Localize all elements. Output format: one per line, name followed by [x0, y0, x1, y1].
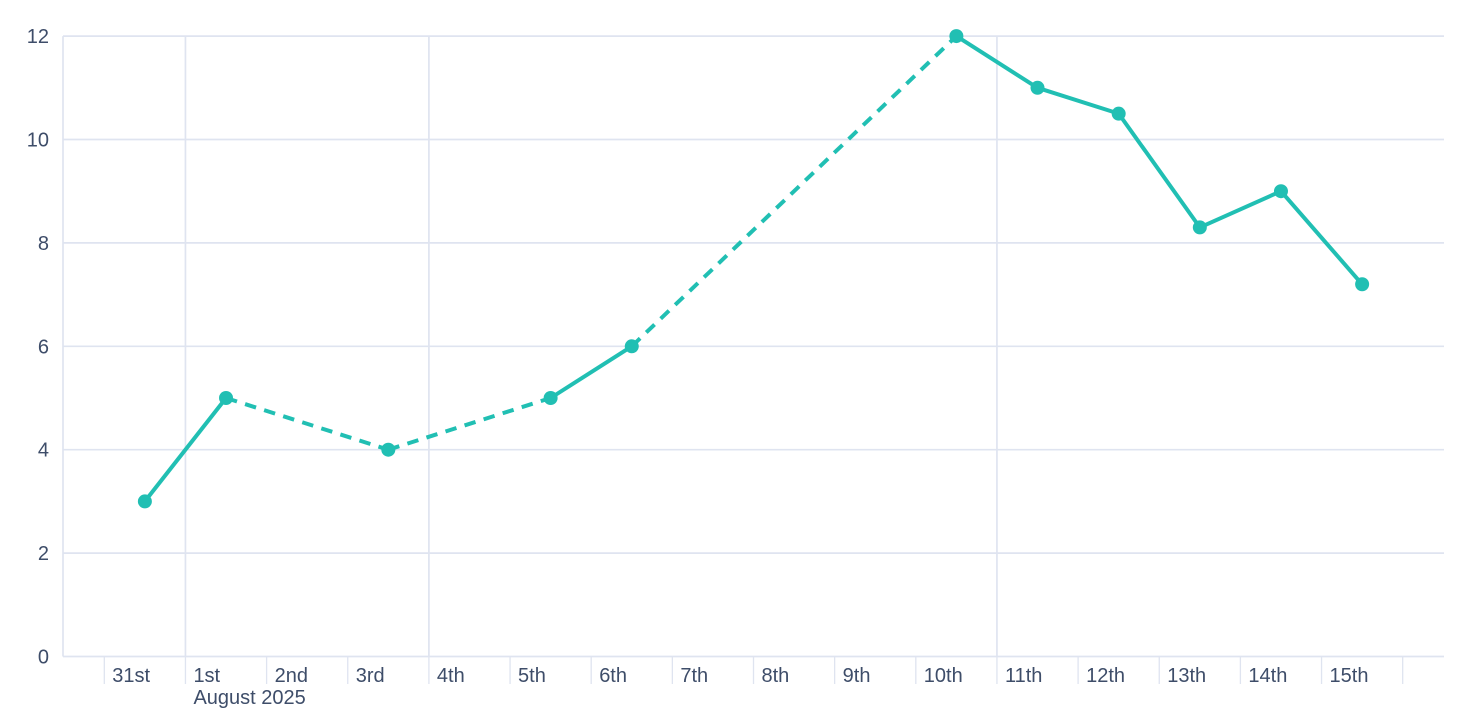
x-axis-label: 7th — [680, 665, 708, 687]
month-label: August 2025 — [193, 687, 305, 709]
x-axis-label: 10th — [924, 665, 963, 687]
line-segment-dashed — [387, 396, 552, 452]
x-axis-label: 2nd — [275, 665, 308, 687]
line-segment-dashed — [630, 34, 958, 348]
x-axis-label: 3rd — [356, 665, 385, 687]
x-axis-label: 12th — [1086, 665, 1125, 687]
x-axis-label: 4th — [437, 665, 465, 687]
line-segment-solid — [1116, 111, 1202, 230]
line-segment-dashed — [225, 396, 389, 452]
y-axis-label: 6 — [38, 336, 49, 358]
data-point-marker[interactable] — [1111, 106, 1126, 121]
x-axis-label: 8th — [762, 665, 790, 687]
data-point-marker[interactable] — [949, 29, 964, 44]
line-segment-solid — [142, 396, 229, 504]
x-axis-label: 13th — [1167, 665, 1206, 687]
data-point-marker[interactable] — [1030, 80, 1045, 95]
x-axis-label: 31st — [112, 665, 150, 687]
data-point-marker[interactable] — [1192, 220, 1207, 235]
y-axis-label: 8 — [38, 233, 49, 255]
x-axis-label: 6th — [599, 665, 627, 687]
y-axis-label: 10 — [27, 130, 49, 152]
x-axis-label: 5th — [518, 665, 546, 687]
x-axis-label: 9th — [843, 665, 871, 687]
data-point-marker[interactable] — [381, 442, 396, 457]
line-segment-solid — [954, 34, 1040, 90]
x-axis-label: 14th — [1248, 665, 1287, 687]
line-segment-solid — [1197, 189, 1283, 230]
x-axis-label: 11th — [1005, 665, 1042, 687]
line-segment-solid — [1278, 189, 1365, 287]
x-axis-label: 1st — [193, 665, 220, 687]
data-point-marker[interactable] — [624, 339, 639, 354]
data-point-marker[interactable] — [543, 391, 558, 405]
y-axis-label: 0 — [38, 647, 49, 669]
data-point-marker[interactable] — [1355, 277, 1370, 292]
data-point-marker[interactable] — [219, 391, 234, 405]
line-segment-solid — [548, 344, 634, 400]
data-point-marker[interactable] — [137, 494, 152, 509]
y-axis-label: 2 — [38, 543, 49, 565]
x-axis-label: 15th — [1330, 665, 1369, 687]
data-point-marker[interactable] — [1273, 184, 1288, 199]
line-segment-solid — [1035, 85, 1121, 116]
y-axis-label: 4 — [38, 440, 49, 462]
y-axis-label: 12 — [27, 26, 49, 48]
